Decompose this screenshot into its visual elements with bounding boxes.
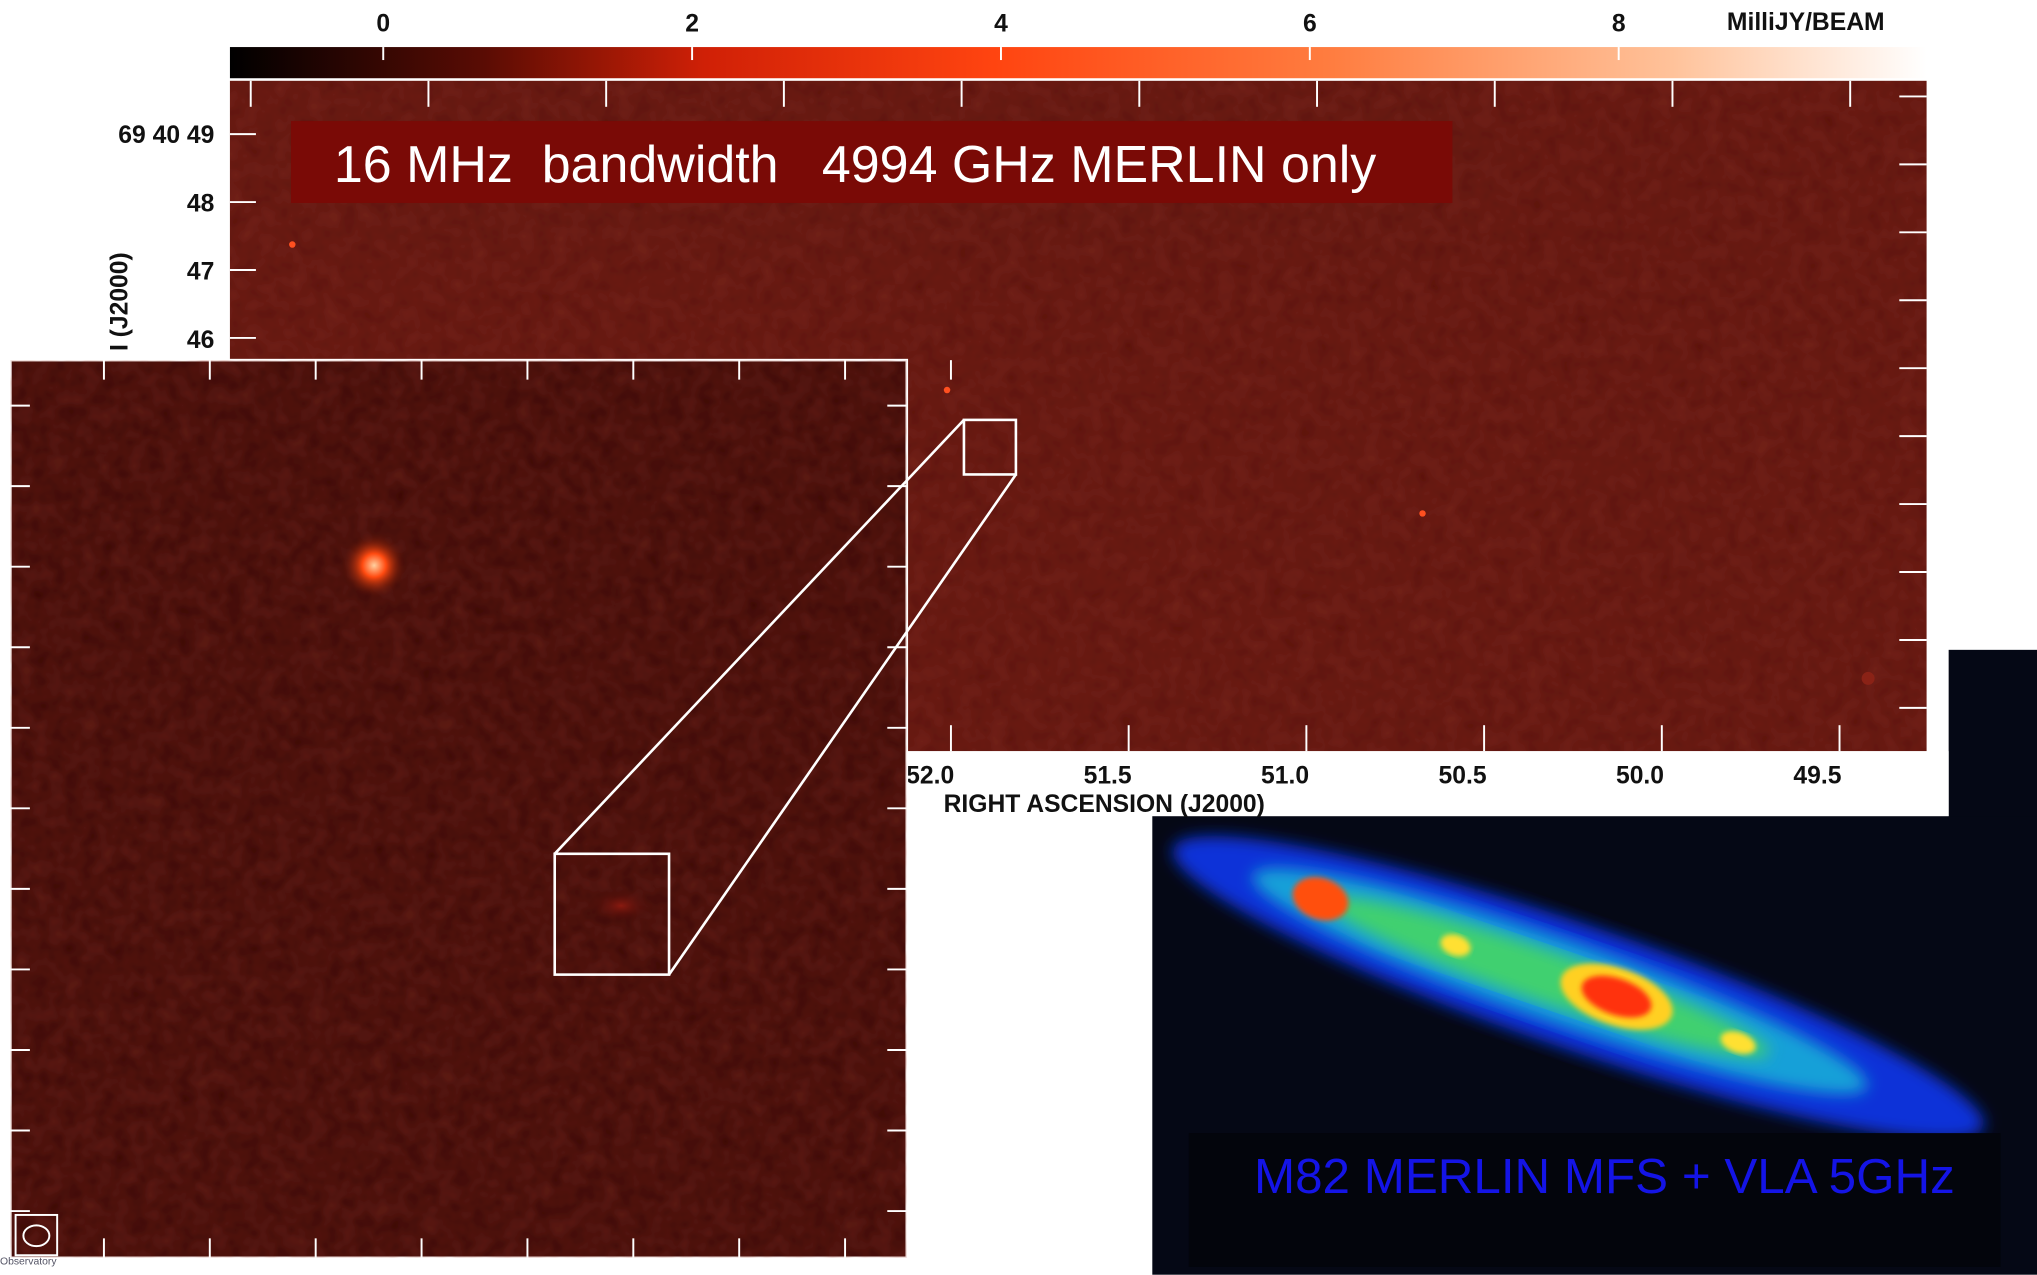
x-tick-label: 49.5 — [1793, 763, 1841, 790]
faint-source — [587, 888, 655, 924]
colorbar-tick-label: 4 — [994, 10, 1008, 37]
panel-bg — [1949, 650, 2037, 819]
y-tick-label: 47 — [187, 259, 214, 286]
m82-caption: M82 MERLIN MFS + VLA 5GHz — [1254, 1149, 1955, 1204]
credit: Observatory — [0, 1256, 57, 1267]
colorbar-tick-label: 6 — [1303, 10, 1317, 37]
y-tick-label: 48 — [187, 190, 214, 217]
source — [1862, 672, 1875, 685]
colorbar-unit: MilliJY/BEAM — [1727, 9, 1885, 36]
x-tick-label: 52.0 — [906, 763, 954, 790]
colorbar — [230, 47, 1927, 78]
source — [1419, 510, 1425, 516]
y-tick-label: 69 40 49 — [118, 122, 214, 149]
page: 02468 MilliJY/BEAM 16 MHz bandwidth 4994… — [0, 0, 2037, 1275]
source — [944, 387, 950, 393]
x-tick-label: 51.5 — [1084, 763, 1132, 790]
colorbar-tick-label: 8 — [1612, 10, 1626, 37]
colorbar-tick-label: 0 — [376, 10, 390, 37]
x-tick-label: 51.0 — [1261, 763, 1309, 790]
colorbar-tick-label: 2 — [685, 10, 699, 37]
image-title: 16 MHz bandwidth 4994 GHz MERLIN only — [334, 136, 1376, 194]
point-source — [340, 532, 408, 600]
x-axis-title: RIGHT ASCENSION (J2000) — [944, 791, 1265, 818]
source — [289, 241, 295, 247]
y-tick-label: 46 — [187, 327, 214, 354]
y-axis-title: I (J2000) — [106, 252, 133, 351]
x-tick-label: 50.0 — [1616, 763, 1664, 790]
inset-noise — [10, 360, 906, 1258]
x-tick-label: 50.5 — [1439, 763, 1487, 790]
slide: 02468 MilliJY/BEAM 16 MHz bandwidth 4994… — [0, 0, 2037, 1275]
